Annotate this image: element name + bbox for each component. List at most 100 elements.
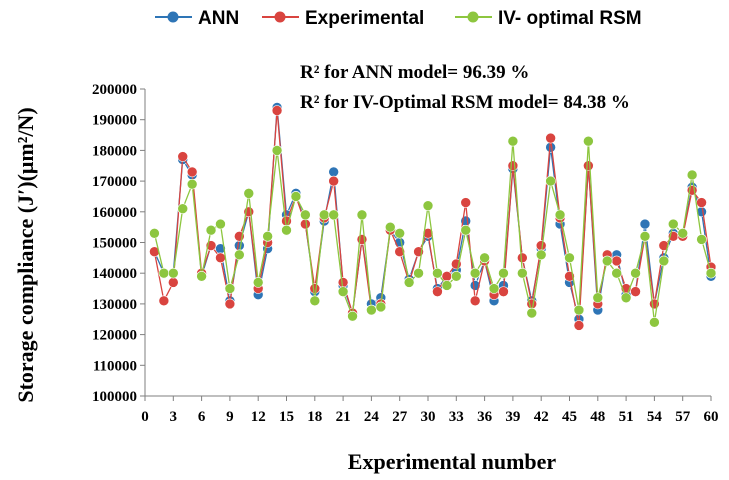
x-tick-label: 54 — [647, 409, 663, 425]
series-rsm — [149, 135, 717, 328]
point-experimental — [337, 277, 349, 288]
point-rsm — [394, 227, 406, 239]
y-tick-label: 140000 — [92, 266, 137, 282]
point-rsm — [526, 307, 538, 319]
point-rsm — [564, 252, 575, 264]
legend-label-ann: ANN — [198, 8, 239, 29]
point-experimental — [696, 197, 707, 208]
point-rsm — [290, 191, 302, 202]
point-rsm — [186, 178, 198, 190]
point-ann — [328, 166, 339, 178]
y-tick-label: 150000 — [92, 236, 137, 252]
point-rsm — [639, 231, 651, 242]
point-rsm — [620, 292, 632, 304]
point-rsm — [243, 188, 255, 199]
x-tick-label: 33 — [449, 409, 464, 425]
point-experimental — [517, 252, 528, 264]
point-rsm — [488, 283, 500, 294]
point-rsm — [205, 224, 217, 236]
point-rsm — [535, 249, 547, 261]
x-tick-label: 27 — [392, 409, 408, 425]
legend-marker-ann — [167, 11, 179, 23]
point-experimental — [309, 283, 321, 294]
point-rsm — [384, 221, 396, 233]
point-rsm — [507, 135, 519, 147]
point-experimental — [168, 277, 179, 288]
point-rsm — [403, 277, 415, 288]
point-rsm — [517, 267, 528, 279]
legend-marker-rsm — [467, 11, 479, 23]
x-tick-label: 24 — [364, 409, 380, 425]
x-tick-label: 0 — [141, 409, 149, 425]
point-rsm — [686, 169, 698, 181]
point-rsm — [413, 267, 424, 279]
x-tick-label: 6 — [198, 409, 206, 425]
point-rsm — [281, 224, 292, 236]
point-experimental — [356, 234, 368, 245]
x-tick-label: 48 — [590, 409, 605, 425]
point-rsm — [328, 209, 339, 221]
point-rsm — [375, 301, 387, 313]
y-tick-label: 110000 — [93, 358, 137, 374]
point-experimental — [300, 218, 311, 230]
x-tick-label: 9 — [226, 409, 234, 425]
point-rsm — [573, 304, 585, 316]
point-experimental — [328, 175, 339, 187]
x-tick-label: 39 — [505, 409, 520, 425]
legend-label-rsm: IV- optimal RSM — [498, 8, 642, 29]
point-rsm — [441, 280, 453, 291]
point-rsm — [337, 286, 349, 297]
x-tick-label: 15 — [279, 409, 294, 425]
point-experimental — [186, 166, 198, 178]
point-experimental — [215, 252, 226, 264]
point-experimental — [177, 151, 189, 162]
x-tick-label: 3 — [170, 409, 178, 425]
point-experimental — [441, 270, 453, 282]
point-rsm — [271, 145, 283, 156]
point-experimental — [224, 298, 236, 310]
point-ann — [234, 240, 245, 251]
point-rsm — [318, 209, 330, 221]
point-experimental — [432, 286, 443, 297]
x-tick-label: 57 — [675, 409, 691, 425]
point-rsm — [479, 252, 490, 264]
point-rsm — [262, 231, 273, 242]
x-axis-title: Experimental number — [348, 449, 557, 474]
point-rsm — [224, 283, 236, 294]
point-rsm — [498, 267, 509, 279]
y-tick-label: 170000 — [92, 174, 137, 190]
y-tick-label: 200000 — [92, 82, 137, 98]
y-axis-title: Storage compliance (J′)(μm²/N) — [13, 107, 38, 402]
point-experimental — [498, 286, 509, 297]
point-rsm — [356, 209, 368, 221]
point-experimental — [583, 160, 594, 172]
x-tick-label: 36 — [477, 409, 493, 425]
point-experimental — [630, 286, 641, 297]
y-tick-label: 160000 — [92, 205, 137, 221]
point-rsm — [611, 267, 622, 279]
series-layer — [149, 102, 717, 331]
x-tick-label: 45 — [562, 409, 577, 425]
point-experimental — [469, 295, 481, 307]
legend: ANN Experimental IV- optimal RSM — [155, 8, 642, 29]
point-experimental — [507, 160, 519, 172]
point-rsm — [592, 292, 604, 304]
y-tick-label: 130000 — [92, 297, 137, 313]
annotation-ann-r2: R² for ANN model= 96.39 % — [300, 62, 529, 83]
point-experimental — [611, 255, 622, 267]
point-rsm — [196, 270, 207, 282]
point-experimental — [271, 105, 283, 116]
point-experimental — [460, 197, 472, 208]
point-rsm — [366, 304, 377, 316]
point-rsm — [309, 295, 321, 307]
point-rsm — [667, 218, 679, 230]
y-tick-label: 120000 — [92, 328, 137, 344]
point-experimental — [573, 320, 585, 331]
point-rsm — [252, 277, 264, 288]
x-tick-label: 42 — [534, 409, 549, 425]
point-rsm — [300, 209, 311, 221]
point-rsm — [177, 203, 189, 215]
point-rsm — [469, 267, 481, 279]
point-rsm — [583, 135, 594, 147]
x-tick-label: 51 — [619, 409, 634, 425]
